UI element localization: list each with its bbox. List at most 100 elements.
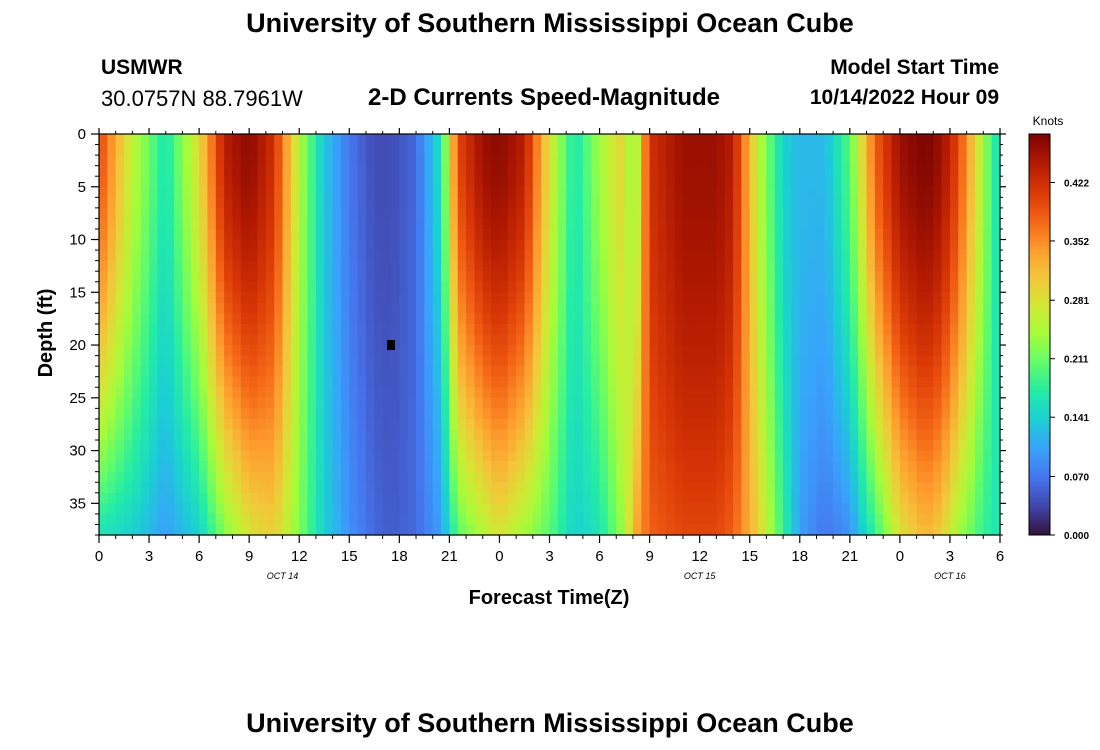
heatmap-cell	[424, 302, 434, 314]
heatmap-cell	[716, 197, 726, 209]
heatmap-cell	[274, 207, 284, 220]
heatmap-cell	[799, 281, 809, 293]
heatmap-cell	[799, 165, 809, 177]
heatmap-cell	[307, 492, 317, 504]
heatmap-cell	[833, 429, 843, 441]
heatmap-cell	[891, 134, 901, 146]
heatmap-cell	[499, 155, 509, 167]
heatmap-cell	[924, 429, 934, 441]
heatmap-cell	[774, 250, 784, 262]
heatmap-cell	[324, 345, 334, 357]
heatmap-cell	[566, 155, 576, 167]
heatmap-cell	[399, 313, 409, 325]
heatmap-cell	[457, 397, 467, 409]
heatmap-cell	[632, 471, 642, 483]
heatmap-cell	[949, 176, 959, 188]
heatmap-cell	[407, 313, 417, 325]
heatmap-cell	[257, 440, 267, 452]
heatmap-cell	[190, 397, 200, 409]
heatmap-cell	[866, 492, 876, 504]
heatmap-cell	[741, 366, 751, 378]
heatmap-cell	[666, 134, 676, 146]
heatmap-cell	[340, 524, 350, 536]
heatmap-cell	[407, 408, 417, 420]
heatmap-cell	[524, 218, 534, 230]
heatmap-cell	[382, 323, 392, 336]
heatmap-cell	[457, 207, 467, 220]
heatmap-cell	[482, 334, 492, 346]
heatmap-cell	[749, 134, 759, 146]
heatmap-cell	[324, 513, 334, 526]
heatmap-cell	[407, 218, 417, 230]
heatmap-cell	[791, 313, 801, 325]
heatmap-cell	[140, 313, 150, 325]
heatmap-cell	[324, 429, 334, 441]
heatmap-cell	[766, 281, 776, 293]
heatmap-cell	[666, 144, 676, 156]
heatmap-cell	[941, 155, 951, 167]
heatmap-cell	[190, 292, 200, 304]
heatmap-cell	[724, 366, 734, 378]
heatmap-cell	[816, 239, 826, 251]
heatmap-cell	[941, 471, 951, 483]
heatmap-cell	[516, 197, 526, 209]
heatmap-cell	[140, 418, 150, 431]
heatmap-cell	[958, 250, 968, 262]
heatmap-cell	[966, 302, 976, 314]
x-tick-label: 6	[595, 548, 603, 565]
heatmap-cell	[557, 155, 567, 167]
heatmap-cell	[983, 418, 993, 431]
heatmap-cell	[699, 313, 709, 325]
heatmap-cell	[541, 345, 551, 357]
heatmap-cell	[182, 155, 192, 167]
heatmap-cell	[808, 228, 818, 241]
heatmap-cell	[649, 228, 659, 241]
heatmap-cell	[983, 397, 993, 409]
heatmap-cell	[257, 366, 267, 378]
heatmap-cell	[499, 228, 509, 241]
heatmap-cell	[699, 207, 709, 220]
heatmap-cell	[224, 450, 234, 462]
heatmap-cell	[549, 228, 559, 241]
heatmap-cell	[390, 281, 400, 293]
heatmap-cell	[249, 239, 259, 251]
heatmap-cell	[324, 165, 334, 177]
heatmap-cell	[324, 440, 334, 452]
heatmap-cell	[524, 260, 534, 272]
heatmap-cell	[624, 408, 634, 420]
heatmap-cell	[866, 197, 876, 209]
heatmap-cell	[716, 165, 726, 177]
heatmap-cell	[424, 461, 434, 473]
heatmap-cell	[766, 292, 776, 304]
heatmap-cell	[632, 513, 642, 526]
heatmap-cell	[207, 155, 217, 167]
heatmap-cell	[249, 155, 259, 167]
heatmap-cell	[682, 366, 692, 378]
heatmap-cell	[858, 334, 868, 346]
heatmap-cell	[716, 260, 726, 272]
heatmap-cell	[708, 292, 717, 304]
heatmap-cell	[482, 134, 492, 146]
heatmap-cell	[249, 207, 259, 220]
heatmap-cell	[424, 176, 434, 188]
heatmap-cell	[132, 228, 142, 241]
heatmap-cell	[307, 524, 317, 536]
heatmap-cell	[657, 197, 667, 209]
heatmap-cell	[265, 461, 275, 473]
heatmap-cell	[207, 313, 217, 325]
heatmap-cell	[332, 176, 342, 188]
heatmap-cell	[791, 492, 801, 504]
heatmap-cell	[866, 207, 876, 220]
heatmap-cell	[157, 134, 167, 146]
heatmap-cell	[107, 134, 117, 146]
heatmap-cell	[457, 440, 467, 452]
x-tick-label: 15	[341, 548, 358, 565]
heatmap-cell	[474, 376, 484, 388]
heatmap-cell	[466, 313, 476, 325]
heatmap-cell	[332, 250, 342, 262]
heatmap-cell	[557, 250, 567, 262]
heatmap-cell	[349, 207, 359, 220]
heatmap-cell	[691, 176, 701, 188]
heatmap-cell	[157, 418, 167, 431]
heatmap-cell	[733, 345, 742, 357]
